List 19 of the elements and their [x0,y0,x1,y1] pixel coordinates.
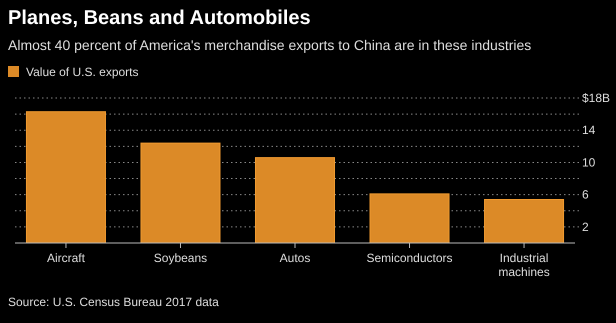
bar [484,199,564,244]
chart-title: Planes, Beans and Automobiles [8,7,311,29]
legend-label: Value of U.S. exports [26,65,138,79]
x-tick-label: Aircraft [46,251,86,265]
bar [254,157,336,244]
y-tick-label: 14 [582,123,596,138]
y-tick-label: $18B [582,91,610,105]
x-tick-label: Industrial machines [498,251,550,279]
bar [26,111,106,244]
y-tick-label: 6 [582,188,589,202]
y-tick-label: 2 [582,220,589,234]
y-tick-label: 10 [582,155,596,170]
bar [370,193,450,244]
chart-subtitle: Almost 40 percent of America's merchandise exports to China are in these industries [8,37,532,53]
x-tick-label: Semiconductors [366,251,453,265]
x-tick-label: Autos [280,251,310,265]
bar [140,142,220,244]
x-tick-label: Soybeans [154,251,208,265]
source-note: Source: U.S. Census Bureau 2017 data [8,295,220,309]
